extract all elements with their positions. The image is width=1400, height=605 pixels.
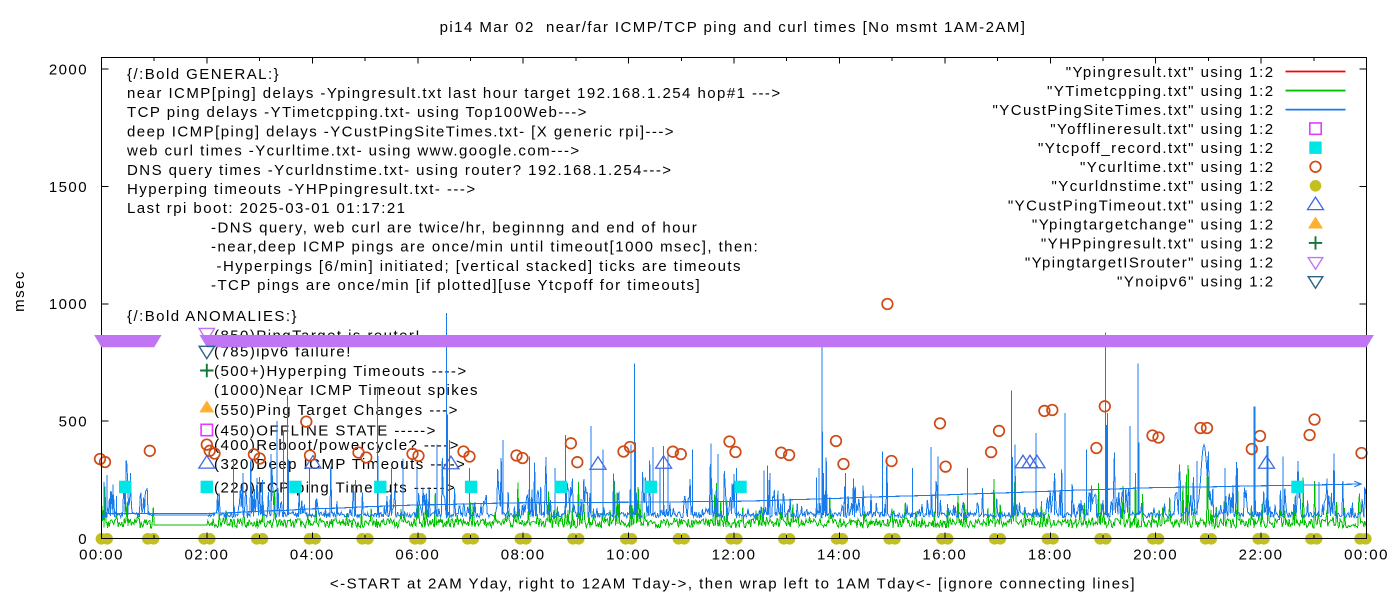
svg-text:04:00: 04:00 [290,547,335,564]
svg-text:"Yofflineresult.txt" using 1:2: "Yofflineresult.txt" using 1:2 [1050,121,1274,138]
svg-text:20:00: 20:00 [1133,547,1178,564]
svg-text:"YCustPingTimeout.txt" using 1: "YCustPingTimeout.txt" using 1:2 [1008,197,1275,214]
svg-text:02:00: 02:00 [185,547,230,564]
svg-text:06:00: 06:00 [395,547,440,564]
svg-text:(785)ipv6 failure!: (785)ipv6 failure! [214,343,352,360]
svg-text:(450)OFFLINE STATE ----->: (450)OFFLINE STATE -----> [214,422,437,439]
svg-text:00:00: 00:00 [1344,547,1389,564]
svg-text:"Ypingresult.txt" using 1:2: "Ypingresult.txt" using 1:2 [1066,64,1275,81]
svg-text:deep ICMP[ping] delays -YCustP: deep ICMP[ping] delays -YCustPingSiteTim… [127,123,675,140]
svg-text:pi14 Mar 02 near/far ICMP/TCP: pi14 Mar 02 near/far ICMP/TCP ping and c… [440,19,1027,36]
svg-text:{/:Bold ANOMALIES:}: {/:Bold ANOMALIES:} [127,308,298,325]
svg-text:-TCP pings are once/min [if pl: -TCP pings are once/min [if plotted][use… [211,277,701,294]
svg-text:-DNS query, web curl are twice: -DNS query, web curl are twice/hr, begin… [211,219,698,236]
svg-text:(1000)Near ICMP Timeout spikes: (1000)Near ICMP Timeout spikes [214,382,479,399]
svg-text:DNS query times -Ycurldnstime.: DNS query times -Ycurldnstime.txt- using… [127,162,672,179]
svg-text:web curl times -Ycurltime.txt-: web curl times -Ycurltime.txt- using www… [126,143,581,160]
svg-text:Hyperping timeouts -YHPpingres: Hyperping timeouts -YHPpingresult.txt- -… [127,181,477,198]
svg-text:"YpingtargetISrouter" using 1:: "YpingtargetISrouter" using 1:2 [1025,254,1275,271]
svg-text:"YTimetcpping.txt" using 1:2: "YTimetcpping.txt" using 1:2 [1047,83,1274,100]
svg-text:14:00: 14:00 [817,547,862,564]
svg-text:<-START at 2AM Yday, right to: <-START at 2AM Yday, right to 12AM Tday-… [330,576,1136,593]
svg-text:16:00: 16:00 [922,547,967,564]
svg-text:-near,deep ICMP pings are once: -near,deep ICMP pings are once/min until… [211,239,759,256]
svg-text:22:00: 22:00 [1239,547,1284,564]
svg-text:08:00: 08:00 [501,547,546,564]
svg-text:TCP ping delays -YTimetcpping.: TCP ping delays -YTimetcpping.txt- using… [127,104,588,121]
svg-text:00:00: 00:00 [79,547,124,564]
svg-text:"Ypingtargetchange" using 1:2: "Ypingtargetchange" using 1:2 [1032,216,1275,233]
svg-text:0: 0 [78,531,88,548]
svg-text:"YCustPingSiteTimes.txt" using: "YCustPingSiteTimes.txt" using 1:2 [993,102,1275,119]
svg-text:Last rpi boot: 2025-03-01 01:1: Last rpi boot: 2025-03-01 01:17:21 [127,200,406,217]
svg-text:"YHPpingresult.txt" using 1:2: "YHPpingresult.txt" using 1:2 [1041,235,1275,252]
svg-text:(550)Ping Target Changes --->: (550)Ping Target Changes ---> [214,402,459,419]
svg-text:2000: 2000 [49,61,88,78]
svg-text:10:00: 10:00 [606,547,651,564]
svg-text:12:00: 12:00 [712,547,757,564]
svg-text:msec: msec [11,270,28,312]
svg-text:1000: 1000 [49,296,88,313]
svg-text:"Ycurldnstime.txt" using 1:2: "Ycurldnstime.txt" using 1:2 [1052,178,1275,195]
svg-text:(400)Reboot/powercycle? ---->: (400)Reboot/powercycle? ----> [214,437,460,454]
svg-text:(500+)Hyperping Timeouts ---->: (500+)Hyperping Timeouts ----> [214,363,468,380]
svg-text:-Hyperpings [6/min] initiated;: -Hyperpings [6/min] initiated; [vertical… [217,258,742,275]
svg-text:"Ytcpoff_record.txt" using 1:2: "Ytcpoff_record.txt" using 1:2 [1038,140,1274,157]
svg-text:near ICMP[ping] delays -Ypingr: near ICMP[ping] delays -Ypingresult.txt … [127,85,782,102]
svg-text:18:00: 18:00 [1028,547,1073,564]
svg-text:500: 500 [59,414,88,431]
svg-text:"Ynoipv6" using 1:2: "Ynoipv6" using 1:2 [1117,273,1274,290]
svg-text:"Ycurltime.txt" using 1:2: "Ycurltime.txt" using 1:2 [1080,159,1274,176]
svg-text:1500: 1500 [49,179,88,196]
svg-text:{/:Bold GENERAL:}: {/:Bold GENERAL:} [127,66,280,83]
